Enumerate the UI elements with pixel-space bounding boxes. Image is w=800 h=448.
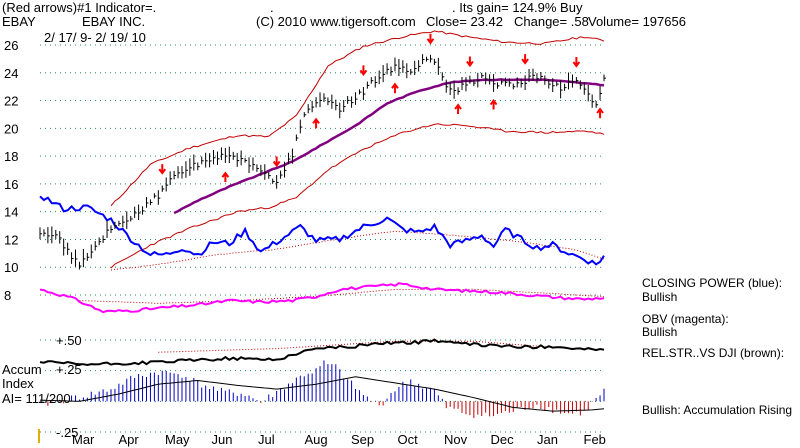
closing-power-line <box>39 195 605 266</box>
tick-plus-50: +.50 <box>56 333 82 348</box>
sell-arrow <box>272 156 281 168</box>
volume-value: Volume= 197656 <box>588 14 686 29</box>
buy-arrow <box>391 82 399 94</box>
y-tick-16: 16 <box>4 177 18 192</box>
obv-line <box>39 282 605 314</box>
bands-layer <box>110 30 605 269</box>
legend: CLOSING POWER (blue): Bullish OBV (magen… <box>642 276 792 417</box>
ticker-text: EBAY <box>2 14 36 29</box>
obv-legend-label: OBV (magenta): <box>642 312 729 326</box>
y-tick-24: 24 <box>4 66 18 81</box>
price-gridlines <box>40 44 604 433</box>
y-tick-8: 8 <box>4 288 11 303</box>
buy-arrow <box>312 117 320 129</box>
buy-arrow <box>454 103 462 115</box>
price-axis-ticks: 26 24 22 20 18 16 14 12 10 8 <box>4 38 18 303</box>
y-tick-18: 18 <box>4 149 18 164</box>
x-tick-dec: Dec <box>491 432 515 447</box>
y-tick-20: 20 <box>4 121 18 136</box>
closing-power-ma <box>110 230 605 271</box>
month-axis: Mar Apr May Jun Jul Aug Sep Oct Nov Dec Jan Feb <box>72 432 606 447</box>
relstr-line <box>39 338 605 367</box>
y-tick-14: 14 <box>4 205 18 220</box>
sell-arrow <box>466 56 474 68</box>
x-tick-mar: Mar <box>72 432 95 447</box>
y-tick-22: 22 <box>4 94 18 109</box>
sell-arrow <box>572 56 581 68</box>
obv-layer <box>39 282 605 314</box>
copyright-text: (C) 2010 www.tigersoft.com <box>256 14 416 29</box>
signal-arrows-layer <box>158 33 604 183</box>
closing-power-legend-label: CLOSING POWER (blue): <box>642 276 782 290</box>
x-tick-apr: Apr <box>119 432 140 447</box>
x-tick-jun: Jun <box>212 432 233 447</box>
sell-arrow <box>359 65 368 77</box>
marker-tick <box>38 429 40 443</box>
accum-label: Accum <box>2 362 42 377</box>
x-tick-aug: Aug <box>305 432 328 447</box>
date-range: 2/ 17/ 9- 2/ 19/ 10 <box>44 30 146 45</box>
accum-ma <box>39 376 605 412</box>
sell-arrow <box>521 54 529 65</box>
index-label: Index <box>2 376 34 391</box>
x-tick-jan: Jan <box>537 432 558 447</box>
accum-legend-status: Bullish: Accumulation Rising <box>642 403 792 417</box>
x-tick-oct: Oct <box>398 432 419 447</box>
accum-layer <box>39 360 605 419</box>
accum-labels: +.50 Accum +.25 Index AI= 111/200 -.25 <box>2 333 82 443</box>
closing-power-layer <box>39 195 605 271</box>
indicator-text: (Red arrows)#1 Indicator=. <box>2 0 156 15</box>
obv-ma <box>79 288 605 304</box>
sell-arrow <box>158 164 167 175</box>
x-tick-nov: Nov <box>444 432 468 447</box>
gain-text: . Its gain= 124.9% Buy <box>452 0 583 15</box>
y-tick-26: 26 <box>4 38 18 53</box>
close-value: Close= 23.42 <box>426 14 503 29</box>
buy-arrow <box>489 98 498 110</box>
chart-header: (Red arrows)#1 Indicator=. . . Its gain=… <box>2 0 686 45</box>
closing-power-legend-status: Bullish <box>642 290 677 304</box>
obv-legend-status: Bullish <box>642 325 677 339</box>
upper-band <box>110 30 605 207</box>
rel-str-layer <box>39 338 605 367</box>
header-dot: . <box>270 0 274 15</box>
x-tick-may: May <box>165 432 190 447</box>
y-tick-12: 12 <box>4 232 18 247</box>
moving-average-layer <box>173 78 605 215</box>
relstr-legend-label: REL.STR..VS DJI (brown): <box>642 346 784 360</box>
y-tick-10: 10 <box>4 260 18 275</box>
change-value: Change= .58 <box>514 14 589 29</box>
x-tick-jul: Jul <box>258 432 275 447</box>
lower-band <box>110 123 605 269</box>
tick-plus-25: +.25 <box>56 362 82 377</box>
buy-arrow <box>596 107 604 119</box>
moving-average-line <box>173 78 605 215</box>
ai-value: AI= 111/200 <box>2 391 71 406</box>
sell-arrow <box>426 33 435 45</box>
tick-minus-25: -.25 <box>56 425 78 440</box>
price-bars-layer <box>39 54 606 270</box>
buy-arrow <box>221 171 230 183</box>
x-tick-sep: Sep <box>351 432 374 447</box>
x-tick-feb: Feb <box>584 432 606 447</box>
company-name: EBAY INC. <box>82 14 145 29</box>
